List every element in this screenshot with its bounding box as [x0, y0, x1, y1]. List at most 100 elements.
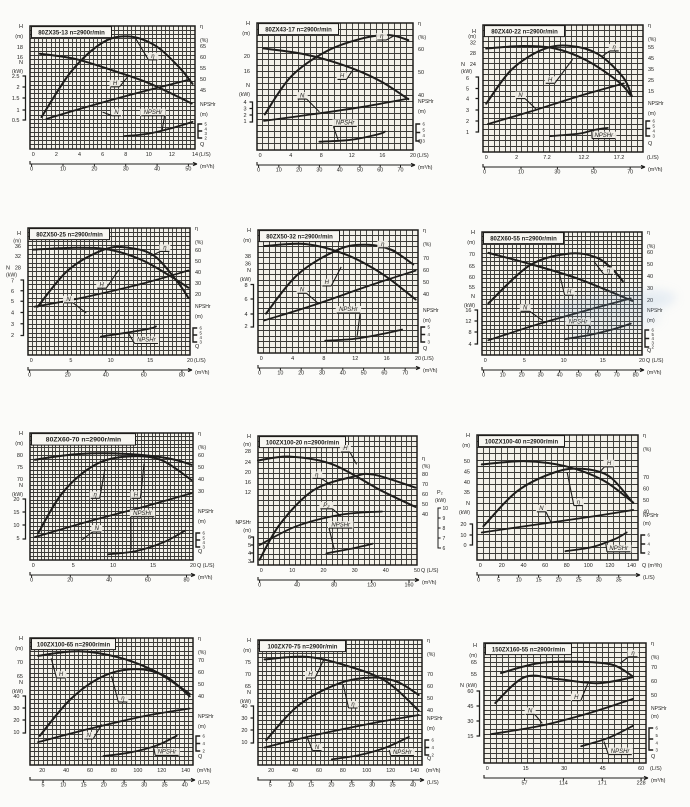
svg-text:6: 6: [653, 119, 656, 124]
svg-text:(m): (m): [243, 528, 251, 534]
svg-text:20: 20: [195, 292, 201, 298]
svg-text:55: 55: [471, 672, 477, 678]
svg-text:15: 15: [308, 782, 314, 788]
svg-text:65: 65: [17, 674, 23, 680]
svg-text:N: N: [461, 62, 465, 68]
svg-text:9: 9: [443, 516, 446, 522]
svg-text:H: H: [473, 643, 477, 649]
svg-text:50: 50: [198, 465, 204, 471]
svg-text:η: η: [315, 473, 319, 479]
svg-text:8: 8: [443, 526, 446, 532]
svg-text:1: 1: [16, 108, 19, 114]
svg-text:60: 60: [542, 563, 548, 569]
svg-text:6: 6: [203, 734, 206, 739]
svg-text:35: 35: [390, 782, 396, 788]
svg-text:(%): (%): [423, 242, 431, 248]
svg-text:(%): (%): [195, 240, 203, 246]
svg-text:(%): (%): [418, 35, 426, 41]
svg-text:10: 10: [146, 152, 152, 158]
svg-text:30: 30: [13, 706, 19, 712]
svg-text:(m): (m): [423, 318, 431, 324]
svg-text:(kW): (kW): [12, 689, 23, 695]
svg-text:Q: Q: [423, 346, 428, 352]
svg-text:20: 20: [241, 728, 247, 734]
svg-text:H: H: [308, 672, 313, 678]
svg-text:0: 0: [28, 372, 31, 378]
svg-text:70: 70: [17, 477, 23, 483]
svg-text:20: 20: [519, 372, 525, 378]
svg-text:2.5: 2.5: [12, 74, 20, 80]
svg-text:10: 10: [276, 167, 282, 173]
svg-text:10: 10: [289, 568, 295, 574]
svg-text:5: 5: [523, 358, 526, 364]
svg-text:60: 60: [377, 167, 383, 173]
svg-text:80ZX43-17 n=2900r/min: 80ZX43-17 n=2900r/min: [265, 27, 332, 33]
svg-text:20: 20: [13, 718, 19, 724]
svg-text:0: 0: [259, 153, 262, 159]
svg-text:5: 5: [269, 782, 272, 788]
svg-text:(m): (m): [647, 318, 655, 324]
svg-text:10: 10: [110, 563, 116, 569]
svg-text:80ZX35-13 n=2900r/min: 80ZX35-13 n=2900r/min: [38, 30, 105, 36]
svg-text:N: N: [460, 683, 464, 689]
svg-text:(%): (%): [198, 445, 206, 451]
svg-text:Q: Q: [651, 754, 656, 760]
svg-text:N: N: [87, 733, 92, 739]
svg-text:12: 12: [465, 319, 471, 325]
svg-text:5: 5: [205, 122, 208, 127]
svg-text:NPSHr: NPSHr: [200, 102, 216, 108]
svg-text:NPSHr: NPSHr: [235, 520, 251, 526]
svg-text:60: 60: [316, 768, 322, 774]
svg-text:(m³/h): (m³/h): [647, 370, 662, 376]
svg-text:30: 30: [316, 167, 322, 173]
svg-text:100ZX100-40 n=2900r/min: 100ZX100-40 n=2900r/min: [485, 439, 559, 445]
svg-text:NPSHr: NPSHr: [336, 121, 356, 127]
svg-text:28: 28: [470, 51, 476, 57]
svg-text:(L/S): (L/S): [647, 155, 659, 161]
svg-text:60: 60: [87, 768, 93, 774]
svg-text:15: 15: [536, 577, 542, 583]
svg-text:40: 40: [340, 370, 346, 376]
svg-text:NPSHr: NPSHr: [427, 716, 443, 722]
svg-text:30: 30: [241, 716, 247, 722]
svg-text:H: H: [343, 446, 348, 452]
svg-text:35: 35: [616, 577, 622, 583]
svg-text:40: 40: [521, 563, 527, 569]
svg-text:3: 3: [200, 340, 203, 345]
svg-text:60: 60: [651, 679, 657, 685]
svg-text:24: 24: [245, 460, 251, 466]
svg-text:N: N: [66, 297, 71, 303]
svg-text:4: 4: [291, 356, 294, 362]
svg-text:60: 60: [638, 766, 644, 772]
svg-text:0: 0: [485, 155, 488, 161]
svg-text:NPSHr: NPSHr: [339, 307, 359, 313]
svg-text:20: 20: [298, 370, 304, 376]
svg-text:(m): (m): [13, 239, 21, 245]
svg-text:Q: Q: [648, 141, 653, 147]
svg-text:H: H: [607, 461, 612, 467]
svg-text:NPSHr: NPSHr: [643, 513, 659, 519]
svg-text:50: 50: [200, 77, 206, 83]
svg-text:Q (L/S): Q (L/S): [646, 358, 664, 364]
svg-text:N: N: [6, 266, 10, 272]
svg-text:0: 0: [484, 358, 487, 364]
svg-text:100ZX100-20 n=2900r/min: 100ZX100-20 n=2900r/min: [266, 440, 340, 446]
svg-text:(m³/h): (m³/h): [422, 580, 437, 586]
svg-text:(kW): (kW): [466, 683, 477, 689]
svg-text:3: 3: [243, 107, 246, 113]
svg-text:80: 80: [633, 372, 639, 378]
svg-text:60: 60: [198, 453, 204, 459]
svg-text:NPSHr: NPSHr: [569, 320, 589, 326]
svg-text:2: 2: [205, 136, 208, 141]
svg-text:H: H: [100, 282, 105, 288]
svg-text:(m): (m): [15, 646, 23, 652]
svg-text:NPSHr: NPSHr: [137, 338, 157, 344]
svg-text:40: 40: [422, 512, 428, 518]
svg-text:4: 4: [11, 311, 14, 317]
svg-text:20: 20: [415, 356, 421, 362]
svg-text:4: 4: [203, 540, 206, 545]
svg-text:70: 70: [245, 672, 251, 678]
svg-text:70: 70: [627, 169, 633, 175]
svg-text:(m³/h): (m³/h): [197, 768, 212, 774]
svg-text:15: 15: [523, 766, 529, 772]
